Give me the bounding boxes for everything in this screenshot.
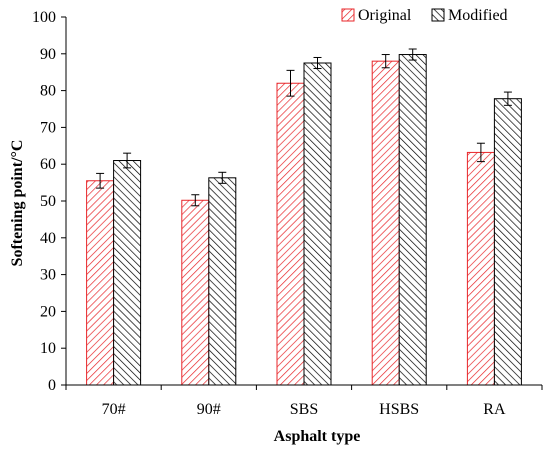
bar-modified-0 <box>113 160 142 386</box>
y-tick-label: 40 <box>40 230 56 247</box>
y-axis-ticks: 0 10 20 30 40 50 60 70 80 90 100 <box>32 9 66 394</box>
bar-modified-4 <box>493 98 522 386</box>
y-tick-label: 90 <box>40 46 56 63</box>
bar-original-1 <box>181 199 210 386</box>
x-tick-label: 70# <box>102 401 126 418</box>
y-tick-label: 80 <box>40 83 56 100</box>
y-tick-label: 50 <box>40 193 56 210</box>
x-tick-label: RA <box>483 401 506 418</box>
y-tick-label: 0 <box>48 377 56 394</box>
bar-original-4 <box>466 151 495 386</box>
bar-original-2 <box>276 82 305 386</box>
y-tick-label: 100 <box>32 9 56 26</box>
x-tick-label: HSBS <box>379 401 419 418</box>
bar-original-3 <box>371 60 400 386</box>
legend: Original Modified <box>341 7 508 24</box>
bar-original-0 <box>86 180 115 386</box>
bar-modified-2 <box>303 62 332 386</box>
x-tick-label: 90# <box>197 401 221 418</box>
y-tick-label: 60 <box>40 156 56 173</box>
bar-modified-3 <box>398 54 427 386</box>
bars-group <box>86 54 522 386</box>
error-bars-group <box>96 48 512 207</box>
legend-label-modified: Modified <box>448 7 508 24</box>
x-axis-ticks: 70# 90# SBS HSBS RA <box>65 385 543 418</box>
y-tick-label: 30 <box>40 267 56 284</box>
legend-swatch-modified <box>431 8 445 22</box>
x-axis-title: Asphalt type <box>274 428 361 445</box>
y-axis-title: Softening point/°C <box>9 140 26 267</box>
legend-swatch-original <box>341 8 355 22</box>
y-tick-label: 70 <box>40 119 56 136</box>
legend-label-original: Original <box>358 7 412 24</box>
y-tick-label: 20 <box>40 303 56 320</box>
y-tick-label: 10 <box>40 340 56 357</box>
x-tick-label: SBS <box>290 401 318 418</box>
bar-modified-1 <box>208 177 237 386</box>
